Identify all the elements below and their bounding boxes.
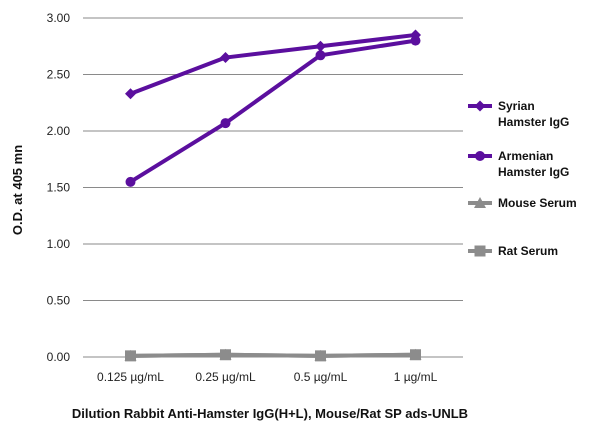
x-tick-labels: 0.125 µg/mL 0.25 µg/mL 0.5 µg/mL 1 µg/mL — [97, 370, 438, 384]
series-line — [129, 38, 416, 184]
y-axis-title: O.D. at 405 mn — [10, 145, 25, 235]
y-tick-label: 2.50 — [47, 68, 71, 82]
data-point — [220, 118, 231, 129]
data-point — [410, 349, 421, 361]
x-tick-label: 0.5 µg/mL — [294, 370, 348, 384]
legend-label: Mouse Serum — [498, 196, 577, 210]
data-point — [125, 350, 136, 362]
legend-marker — [474, 197, 486, 208]
data-point — [220, 52, 231, 64]
y-tick-label: 3.00 — [47, 11, 71, 25]
series-line — [130, 352, 416, 358]
gridlines — [83, 17, 463, 358]
y-tick-label: 0.50 — [47, 294, 71, 308]
legend: Syrian Hamster IgG Armenian Hamster IgG Mous… — [468, 99, 577, 258]
data-point — [125, 88, 136, 100]
legend-label: Armenian — [498, 149, 553, 163]
legend-marker — [475, 151, 485, 161]
series-group — [124, 29, 422, 362]
data-point — [315, 350, 326, 362]
y-tick-label: 2.00 — [47, 124, 71, 138]
x-axis-title: Dilution Rabbit Anti-Hamster IgG(H+L), M… — [72, 406, 468, 421]
data-point — [125, 176, 136, 187]
x-tick-label: 1 µg/mL — [394, 370, 438, 384]
y-tick-label: 1.00 — [47, 237, 71, 251]
data-point — [220, 349, 231, 361]
x-tick-label: 0.25 µg/mL — [195, 370, 256, 384]
y-tick-label: 0.00 — [47, 350, 71, 364]
legend-label: Rat Serum — [498, 244, 558, 258]
x-tick-label: 0.125 µg/mL — [97, 370, 164, 384]
legend-marker — [474, 245, 486, 257]
data-point — [315, 50, 326, 61]
data-point — [315, 40, 326, 52]
y-tick-labels: 0.00 0.50 1.00 1.50 2.00 2.50 3.00 — [47, 11, 71, 364]
legend-label: Hamster IgG — [498, 115, 569, 129]
legend-label: Syrian — [498, 99, 535, 113]
y-tick-label: 1.50 — [47, 181, 71, 195]
data-point — [410, 35, 421, 46]
series-line — [129, 32, 416, 96]
legend-marker — [474, 100, 486, 112]
legend-label: Hamster IgG — [498, 165, 569, 179]
